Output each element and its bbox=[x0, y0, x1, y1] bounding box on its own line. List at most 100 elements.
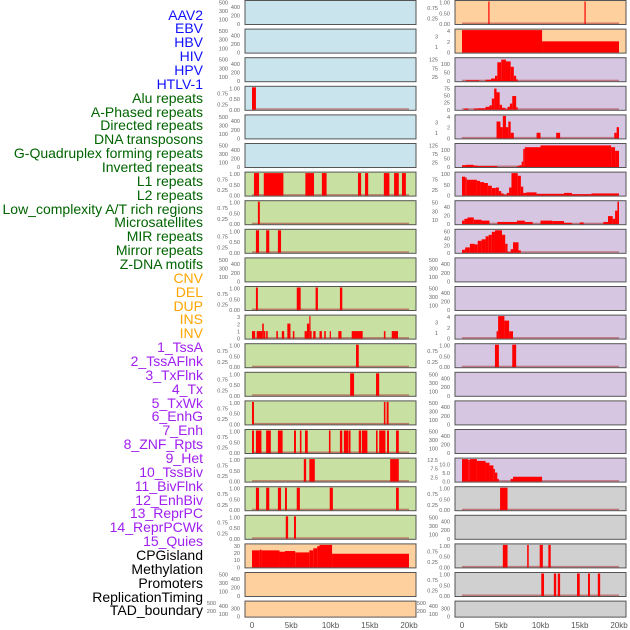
y-tick-label: 0.50 bbox=[229, 183, 240, 189]
y-tick-label: 0 bbox=[447, 615, 450, 621]
panel-frame bbox=[244, 0, 417, 25]
y-tick-label: 50 bbox=[444, 71, 450, 77]
y-tick-label: 1.00 bbox=[439, 487, 450, 493]
data-bar bbox=[505, 243, 508, 253]
panel-frame bbox=[244, 143, 417, 168]
y-tick-label: 75 bbox=[432, 66, 438, 72]
y-tick-label: 25 bbox=[432, 75, 438, 81]
panel-background bbox=[245, 29, 416, 54]
y-tick-label: 0.75 bbox=[217, 492, 228, 498]
y-tick-label: 100 bbox=[441, 148, 450, 154]
panel-frame bbox=[244, 257, 417, 283]
data-bar bbox=[257, 201, 260, 225]
data-bar bbox=[332, 553, 409, 568]
track-label: 11_BivFlnk bbox=[134, 477, 203, 494]
y-tick-label: 0.75 bbox=[427, 549, 438, 555]
y-tick-label: 400 bbox=[231, 62, 240, 68]
panel-background bbox=[245, 143, 416, 168]
data-bar bbox=[502, 115, 506, 139]
data-bar bbox=[303, 459, 307, 482]
track-label: DUP bbox=[173, 297, 203, 314]
y-tick-label: 0.25 bbox=[217, 417, 228, 423]
data-bar bbox=[488, 1, 490, 24]
panel-background bbox=[455, 429, 626, 454]
data-bar bbox=[521, 161, 524, 167]
data-bar bbox=[491, 188, 496, 196]
data-bar bbox=[383, 401, 386, 425]
y-tick-label: 0 bbox=[237, 615, 240, 621]
track-label: HPV bbox=[174, 61, 203, 78]
data-bar bbox=[539, 544, 543, 568]
x-tick-label: 10kb bbox=[322, 621, 340, 630]
y-tick-label: 0.00 bbox=[229, 365, 240, 371]
y-tick-label: 0.25 bbox=[427, 589, 438, 595]
y-tick-label: 0 bbox=[447, 222, 450, 228]
panel-frame bbox=[454, 85, 627, 111]
panel-frame bbox=[244, 343, 417, 369]
panel-background bbox=[455, 601, 626, 618]
data-bar bbox=[304, 430, 308, 453]
y-tick-label: 300 bbox=[429, 438, 438, 444]
x-tick-label: 5kb bbox=[495, 621, 508, 630]
data-bar bbox=[536, 193, 565, 196]
data-bar bbox=[505, 127, 509, 139]
data-bar bbox=[509, 331, 514, 339]
y-tick-label: 300 bbox=[429, 381, 438, 387]
y-tick-label: 500 bbox=[219, 58, 228, 64]
y-tick-label: 400 bbox=[231, 577, 240, 583]
y-tick-label: 4 bbox=[447, 29, 450, 35]
panel-background bbox=[245, 572, 416, 597]
data-bar bbox=[485, 236, 489, 253]
data-bar bbox=[462, 176, 466, 196]
data-bar bbox=[356, 344, 359, 368]
data-bar bbox=[339, 287, 343, 310]
y-tick-label: 200 bbox=[441, 414, 450, 420]
data-bar bbox=[512, 96, 517, 110]
y-tick-label: 100 bbox=[429, 612, 438, 618]
panel-frame bbox=[244, 228, 417, 254]
data-bar bbox=[263, 173, 284, 196]
data-bar bbox=[296, 287, 301, 310]
data-bar bbox=[481, 239, 486, 253]
data-bar bbox=[512, 344, 517, 368]
y-tick-label: 0.00 bbox=[229, 394, 240, 400]
data-bar bbox=[304, 331, 307, 339]
y-tick-label: 0.25 bbox=[217, 102, 228, 108]
y-tick-label: 300 bbox=[219, 581, 228, 587]
data-bar bbox=[485, 106, 490, 110]
data-bar bbox=[252, 430, 254, 453]
data-bar bbox=[383, 331, 386, 339]
panel-frame bbox=[454, 514, 627, 540]
data-bar bbox=[485, 79, 492, 82]
baseline bbox=[462, 108, 619, 110]
data-bar bbox=[524, 147, 541, 167]
panel-background bbox=[455, 343, 626, 368]
data-bar bbox=[491, 98, 495, 110]
y-tick-label: 50 bbox=[444, 183, 450, 189]
data-bar bbox=[351, 331, 363, 339]
y-tick-label: 0.25 bbox=[427, 17, 438, 23]
data-bar bbox=[256, 331, 263, 339]
data-bar bbox=[507, 251, 511, 253]
data-bar bbox=[579, 222, 584, 225]
track-label: 4_Tx bbox=[171, 380, 203, 397]
panel-background bbox=[245, 458, 416, 483]
baseline bbox=[252, 394, 409, 396]
data-bar bbox=[396, 430, 399, 453]
data-bar bbox=[329, 331, 331, 339]
y-tick-label: 1.00 bbox=[229, 430, 240, 436]
y-tick-label: 3 bbox=[435, 34, 438, 40]
y-tick-label: 0 bbox=[447, 165, 450, 171]
data-bar bbox=[284, 551, 296, 568]
x-tick-label: 20kb bbox=[610, 621, 628, 630]
y-tick-label: 0.00 bbox=[229, 251, 240, 257]
data-bar bbox=[293, 516, 296, 539]
data-bar bbox=[462, 30, 543, 53]
data-bar bbox=[487, 185, 492, 196]
panel-background bbox=[245, 257, 416, 282]
y-tick-label: 0.50 bbox=[229, 440, 240, 446]
y-tick-label: 500 bbox=[429, 258, 438, 264]
data-bar bbox=[252, 87, 256, 110]
panel-background bbox=[455, 486, 626, 511]
y-tick-label: 5.0 bbox=[442, 471, 450, 477]
